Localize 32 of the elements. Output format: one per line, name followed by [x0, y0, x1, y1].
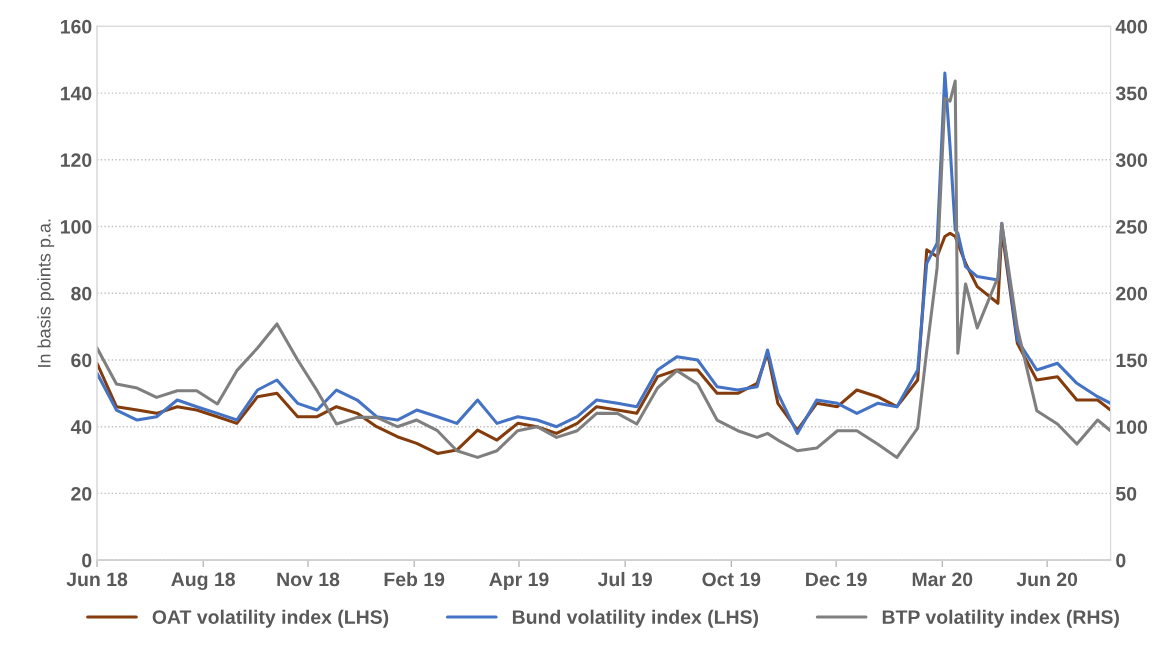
y-axis-title: In basis points p.a. — [37, 219, 55, 367]
legend-label: OAT volatility index (LHS) — [152, 609, 389, 628]
x-tick-label: Mar 20 — [912, 572, 973, 587]
x-tick-label: Jul 19 — [597, 571, 652, 587]
y-tick-label: 140 — [60, 86, 92, 101]
legend-label: BTP volatility index (RHS) — [882, 609, 1119, 628]
y2-tick-label: 250 — [1116, 220, 1148, 234]
y2-tick-label: 350 — [1115, 86, 1148, 101]
x-tick-label: Oct 19 — [702, 572, 761, 587]
y-tick-label: 40 — [70, 420, 92, 434]
y2-tick-label: 400 — [1115, 19, 1148, 34]
x-tick-label: Jun 20 — [1016, 572, 1078, 587]
y-tick-label: 0 — [82, 553, 92, 568]
y2-tick-label: 0 — [1116, 553, 1126, 568]
x-tick-label: Dec 19 — [806, 572, 867, 587]
x-tick-label: Jun 18 — [66, 572, 128, 587]
y-tick-label: 120 — [60, 153, 92, 168]
y-tick-label: 60 — [71, 353, 92, 368]
y2-tick-label: 50 — [1116, 486, 1137, 501]
x-tick-label: Apr 19 — [489, 572, 549, 591]
y2-tick-label: 200 — [1116, 286, 1148, 301]
x-tick-label: Feb 19 — [384, 571, 445, 587]
y2-tick-label: 300 — [1115, 153, 1148, 168]
y-tick-label: 100 — [60, 220, 92, 234]
y2-tick-label: 100 — [1116, 420, 1148, 434]
y-tick-label: 80 — [71, 286, 92, 301]
y-tick-label: 20 — [71, 486, 92, 501]
legend-label: Bund volatility index (LHS) — [512, 609, 759, 628]
x-tick-label: Aug 18 — [171, 572, 235, 591]
y-tick-label: 160 — [60, 19, 92, 34]
y2-tick-label: 150 — [1116, 353, 1148, 368]
x-tick-label: Nov 18 — [277, 572, 340, 587]
